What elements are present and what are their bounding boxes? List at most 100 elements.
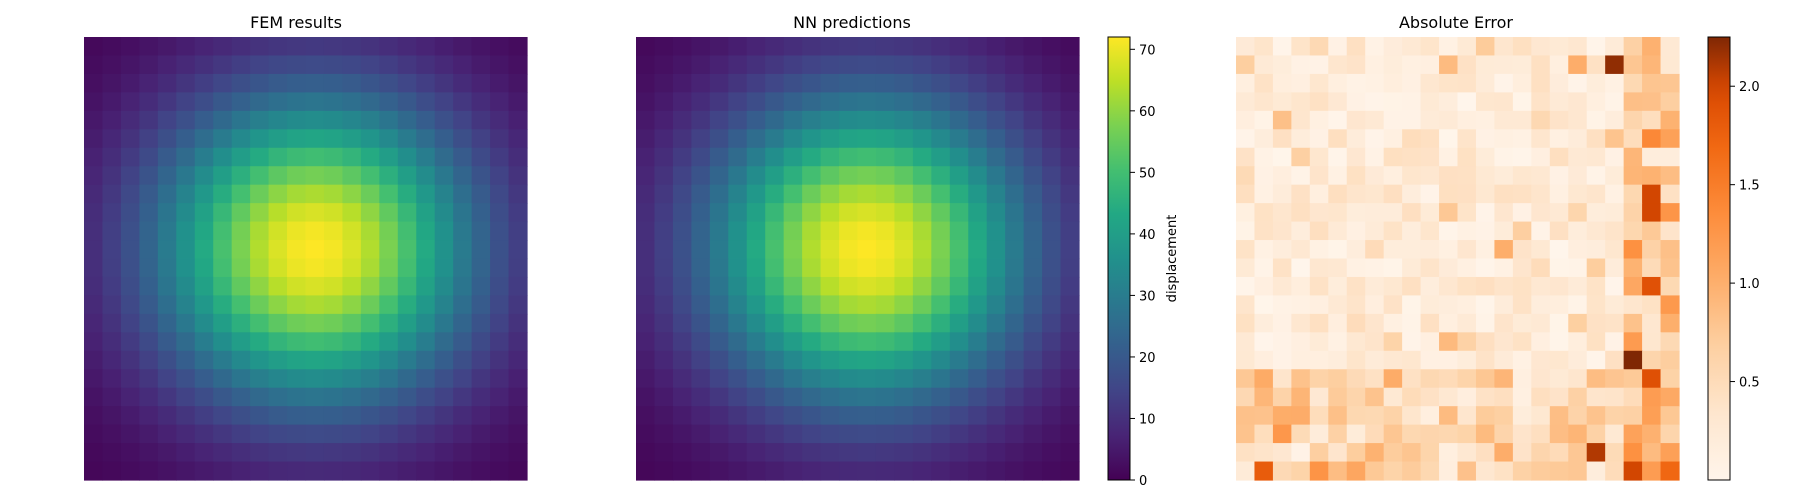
heatmap-cell	[857, 240, 877, 260]
heatmap-cell	[1531, 92, 1551, 112]
heatmap-cell	[709, 73, 729, 93]
heatmap-cell	[1494, 295, 1514, 315]
heatmap-cell	[1605, 295, 1625, 315]
heatmap-cell	[949, 258, 969, 278]
heatmap-cell	[783, 387, 803, 407]
heatmap-cell	[746, 258, 766, 278]
heatmap-cell	[691, 147, 711, 167]
heatmap-cell	[857, 129, 877, 149]
heatmap-cell	[157, 73, 177, 93]
heatmap-cell	[931, 461, 951, 481]
colorbar-label: displacement	[1165, 215, 1180, 303]
heatmap-cell	[1457, 258, 1477, 278]
heatmap-cell	[102, 424, 122, 444]
heatmap-cell	[802, 37, 822, 57]
heatmap-cell	[120, 92, 140, 112]
heatmap-cell	[1328, 443, 1348, 463]
heatmap-cell	[1005, 461, 1025, 481]
heatmap-cell	[986, 461, 1006, 481]
heatmap-cell	[949, 313, 969, 333]
heatmap-cell	[857, 276, 877, 297]
heatmap-cell	[416, 166, 436, 186]
heatmap-cell	[1494, 424, 1514, 444]
heatmap-cell	[986, 110, 1006, 130]
heatmap-cell	[1457, 166, 1477, 186]
heatmap-cell	[802, 184, 822, 204]
heatmap-cell	[416, 424, 436, 444]
heatmap-cell	[1642, 147, 1662, 167]
heatmap-cell	[305, 313, 325, 333]
heatmap-cell	[1060, 443, 1080, 463]
heatmap-cell	[802, 295, 822, 315]
heatmap-cell	[802, 424, 822, 444]
heatmap-cell	[231, 276, 251, 297]
heatmap-cell	[1309, 369, 1329, 389]
heatmap-cell	[176, 443, 196, 463]
heatmap-cell	[231, 221, 251, 241]
heatmap-cell	[1023, 276, 1043, 297]
heatmap-cell	[672, 295, 692, 315]
heatmap-cell	[1383, 110, 1403, 130]
heatmap-cell	[1494, 369, 1514, 389]
heatmap-cell	[691, 37, 711, 57]
heatmap-cell	[305, 276, 325, 297]
heatmap-cell	[1439, 166, 1459, 186]
heatmap-cell	[1346, 387, 1366, 407]
heatmap-cell	[490, 350, 510, 370]
heatmap-cell	[986, 166, 1006, 186]
heatmap-cell	[728, 37, 748, 57]
heatmap-cell	[84, 332, 104, 352]
heatmap-cell	[213, 350, 233, 370]
heatmap-cell	[839, 240, 859, 260]
heatmap-cell	[1346, 203, 1366, 223]
heatmap-cell	[1042, 184, 1062, 204]
heatmap-cell	[397, 221, 417, 241]
heatmap-cell	[1512, 73, 1532, 93]
heatmap-cell	[894, 461, 914, 481]
heatmap-cell	[1291, 387, 1311, 407]
heatmap-cell	[176, 73, 196, 93]
colorbar-tick-label: 0	[1139, 474, 1147, 489]
colorbar-tick-label: 60	[1139, 105, 1156, 120]
heatmap-cell	[728, 369, 748, 389]
heatmap-cell	[1475, 147, 1496, 167]
heatmap-cell	[709, 424, 729, 444]
heatmap-cell	[268, 313, 288, 333]
heatmap-cell	[672, 147, 692, 167]
heatmap-cell	[1549, 424, 1569, 444]
heatmap-cell	[360, 203, 380, 223]
heatmap-cell	[875, 147, 896, 167]
heatmap-cell	[268, 110, 288, 130]
heatmap-cell	[968, 184, 988, 204]
heatmap-cell	[213, 203, 233, 223]
heatmap-cell	[102, 443, 122, 463]
heatmap-cell	[287, 295, 307, 315]
heatmap-cell	[1568, 258, 1588, 278]
heatmap-cell	[434, 110, 454, 130]
heatmap-cell	[231, 295, 251, 315]
heatmap-cell	[691, 295, 711, 315]
heatmap-cell	[709, 147, 729, 167]
heatmap-cell	[84, 184, 104, 204]
heatmap-cell	[176, 313, 196, 333]
heatmap-cell	[1568, 313, 1588, 333]
heatmap-cell	[709, 129, 729, 149]
heatmap-cell	[194, 276, 214, 297]
heatmap-cell	[1439, 55, 1459, 75]
heatmap-cell	[1236, 55, 1256, 75]
heatmap-cell	[139, 406, 159, 426]
heatmap-cell	[1660, 443, 1680, 463]
heatmap-cell	[1549, 37, 1569, 57]
heatmap-cell	[857, 295, 877, 315]
heatmap-cell	[839, 424, 859, 444]
heatmap-cell	[102, 55, 122, 75]
heatmap-cell	[1272, 424, 1292, 444]
heatmap-cell	[360, 240, 380, 260]
heatmap-cell	[1475, 387, 1496, 407]
heatmap-cell	[1475, 406, 1496, 426]
heatmap-cell	[1042, 258, 1062, 278]
heatmap-cell	[1642, 313, 1662, 333]
heatmap-cell	[1475, 258, 1496, 278]
heatmap-cell	[1254, 129, 1274, 149]
heatmap-cell	[508, 221, 528, 241]
